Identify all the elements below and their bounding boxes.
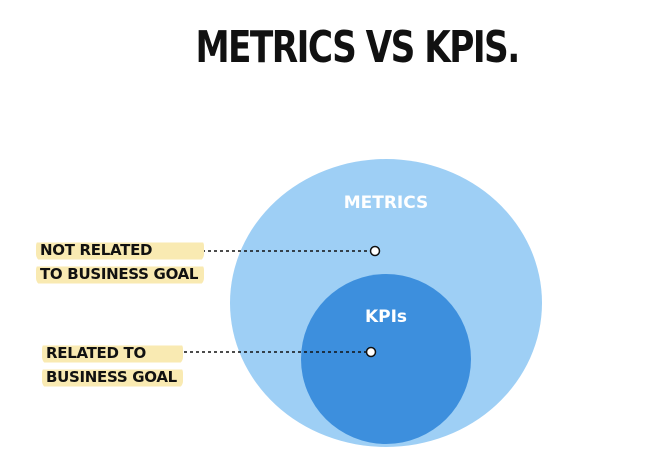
callout-related-line1: RELATED TO [42,341,183,365]
callout-dot-related [365,346,377,358]
kpis-circle [301,274,471,444]
callout-not-related-line2: TO BUSINESS GOAL [36,262,205,286]
kpis-label: KPIs [365,307,407,327]
page-title: METRICS VS KPIS. [195,22,520,73]
callout-related-line2: BUSINESS GOAL [42,365,183,389]
callout-related: RELATED TO BUSINESS GOAL [42,341,183,389]
callout-not-related: NOT RELATED TO BUSINESS GOAL [36,238,205,286]
callout-dot-not-related [369,245,381,257]
metrics-label: METRICS [344,193,429,213]
callout-not-related-line1: NOT RELATED [36,238,205,262]
